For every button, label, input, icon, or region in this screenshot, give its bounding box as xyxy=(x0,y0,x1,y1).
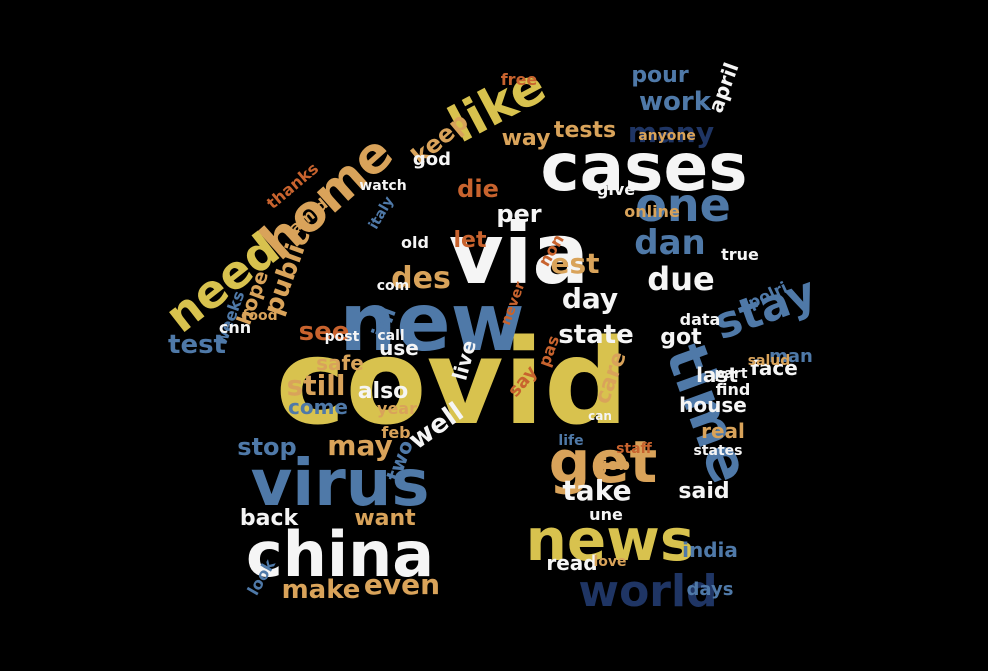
word-face: face xyxy=(750,356,798,380)
word-god: god xyxy=(413,149,451,170)
word-free: free xyxy=(501,70,538,89)
word-cases: cases xyxy=(541,129,748,206)
word-got: got xyxy=(660,325,702,350)
word-des: des xyxy=(391,261,451,296)
word-est: est xyxy=(550,247,599,280)
word-see: see xyxy=(299,317,350,347)
word-new: new xyxy=(339,276,524,369)
word-year: year xyxy=(377,399,417,418)
word-test: test xyxy=(168,330,226,360)
word-want: want xyxy=(354,506,416,531)
word-tests: tests xyxy=(554,118,616,143)
word-may: may xyxy=(327,429,392,462)
word-dan: dan xyxy=(634,223,706,263)
word-can: can xyxy=(588,409,612,423)
word-via: via xyxy=(449,205,589,303)
word-last: last xyxy=(696,363,738,387)
word-real: real xyxy=(701,419,745,443)
word-find: find xyxy=(716,380,751,399)
word-give: give xyxy=(597,180,635,199)
word-even: even xyxy=(364,568,440,601)
word-states: states xyxy=(694,443,743,459)
word-state: state xyxy=(558,320,634,350)
word-covid: covid xyxy=(276,313,629,451)
word-food: food xyxy=(242,308,277,324)
word-day: day xyxy=(562,282,618,315)
word-pour: pour xyxy=(631,63,689,88)
word-come: come xyxy=(288,395,348,419)
word-virus: virus xyxy=(251,447,430,521)
word-also: also xyxy=(358,379,409,404)
word-man: man xyxy=(769,346,813,367)
word-online: online xyxy=(624,202,680,221)
word-die: die xyxy=(457,175,499,203)
word-call: call xyxy=(377,328,404,344)
word-love: love xyxy=(593,554,626,570)
word-due: due xyxy=(647,260,714,298)
word-read: read xyxy=(546,551,597,575)
word-get: get xyxy=(549,428,658,496)
word-watch: watch xyxy=(359,178,406,194)
word-old: old xyxy=(401,233,429,252)
word-une: une xyxy=(589,505,623,524)
word-many: many xyxy=(628,116,714,149)
word-job: job xyxy=(601,455,630,474)
word-one: one xyxy=(635,178,731,232)
word-salud: salud xyxy=(748,353,791,369)
word-feb: feb xyxy=(381,423,410,442)
word-post: post xyxy=(325,329,360,345)
word-life: life xyxy=(558,433,583,449)
word-staff: staff xyxy=(616,441,652,457)
word-stop: stop xyxy=(237,433,296,461)
word-per: per xyxy=(496,200,541,228)
word-take: take xyxy=(562,474,631,507)
word-china: china xyxy=(246,518,434,591)
word-india: india xyxy=(682,538,738,562)
word-anyone: anyone xyxy=(638,128,696,144)
word-work: work xyxy=(639,87,712,117)
word-way: way xyxy=(502,126,551,151)
word-use: use xyxy=(379,336,419,360)
word-world: world xyxy=(578,566,717,617)
word-make: make xyxy=(282,575,361,605)
word-part: part xyxy=(714,366,747,382)
word-still: still xyxy=(287,369,346,402)
word-house: house xyxy=(679,393,747,417)
word-news: news xyxy=(526,506,695,574)
word-com: com xyxy=(377,278,410,294)
word-back: back xyxy=(240,506,300,531)
word-data: data xyxy=(680,310,721,329)
word-safe: safe xyxy=(316,351,364,375)
word-let: let xyxy=(454,228,487,253)
word-said: said xyxy=(678,479,729,504)
word-days: days xyxy=(687,579,734,600)
word-cnn: cnn xyxy=(219,318,251,337)
word-group: covidvianewcaseschinavirusnewsgettimewor… xyxy=(155,56,823,617)
word-true: true xyxy=(721,245,759,264)
